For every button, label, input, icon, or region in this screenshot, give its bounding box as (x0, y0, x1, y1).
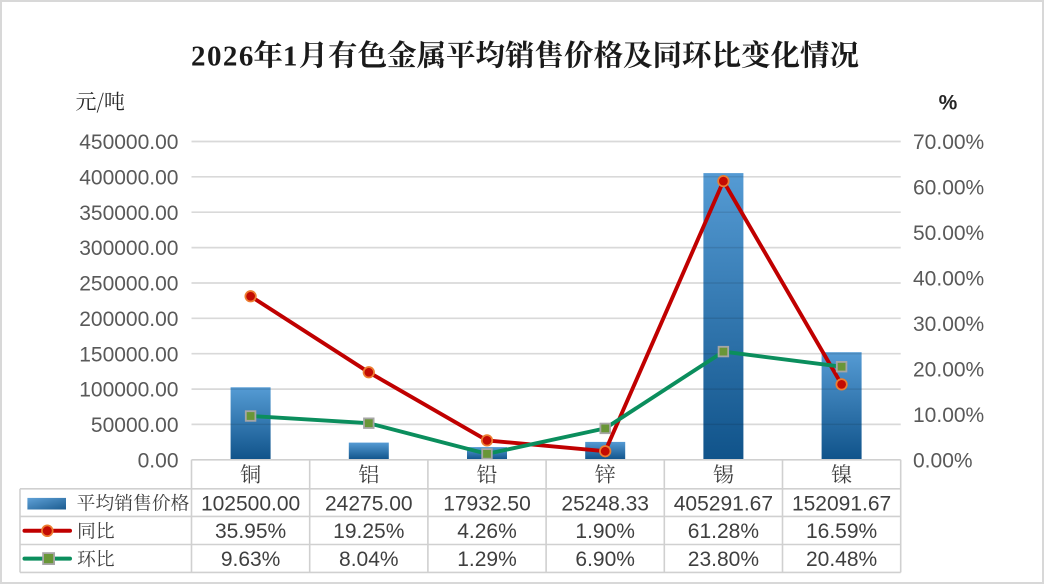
svg-text:300000.00: 300000.00 (79, 237, 178, 260)
svg-text:2026: 2026 (191, 41, 253, 73)
svg-text:10.00%: 10.00% (913, 404, 984, 427)
svg-text:152091.67: 152091.67 (792, 492, 891, 515)
svg-text:0.00%: 0.00% (913, 449, 973, 472)
svg-text:102500.00: 102500.00 (201, 492, 300, 515)
svg-text:0.00: 0.00 (138, 449, 179, 472)
svg-text:4.26%: 4.26% (457, 520, 517, 543)
svg-text:1: 1 (283, 41, 298, 73)
svg-text:30.00%: 30.00% (913, 313, 984, 336)
svg-text:150000.00: 150000.00 (79, 343, 178, 366)
svg-text:40.00%: 40.00% (913, 268, 984, 291)
svg-text:1.90%: 1.90% (575, 520, 635, 543)
svg-text:20.00%: 20.00% (913, 358, 984, 381)
svg-text:100000.00: 100000.00 (79, 379, 178, 402)
svg-text:70.00%: 70.00% (913, 131, 984, 154)
svg-text:200000.00: 200000.00 (79, 308, 178, 331)
svg-text:60.00%: 60.00% (913, 177, 984, 200)
svg-text:24275.00: 24275.00 (325, 492, 413, 515)
svg-text:9.63%: 9.63% (221, 548, 281, 571)
svg-text:350000.00: 350000.00 (79, 202, 178, 225)
svg-text:20.48%: 20.48% (806, 548, 877, 571)
svg-text:%: % (939, 92, 958, 115)
svg-text:16.59%: 16.59% (806, 520, 877, 543)
svg-text:405291.67: 405291.67 (674, 492, 773, 515)
svg-text:6.90%: 6.90% (575, 548, 635, 571)
svg-text:50000.00: 50000.00 (91, 414, 179, 437)
svg-text:23.80%: 23.80% (688, 548, 759, 571)
svg-text:450000.00: 450000.00 (79, 131, 178, 154)
svg-text:250000.00: 250000.00 (79, 273, 178, 296)
svg-text:35.95%: 35.95% (215, 520, 286, 543)
svg-text:19.25%: 19.25% (333, 520, 404, 543)
svg-text:8.04%: 8.04% (339, 548, 399, 571)
svg-text:17932.50: 17932.50 (443, 492, 531, 515)
svg-text:25248.33: 25248.33 (561, 492, 649, 515)
svg-text:400000.00: 400000.00 (79, 166, 178, 189)
svg-text:61.28%: 61.28% (688, 520, 759, 543)
svg-text:1.29%: 1.29% (457, 548, 517, 571)
svg-text:50.00%: 50.00% (913, 222, 984, 245)
